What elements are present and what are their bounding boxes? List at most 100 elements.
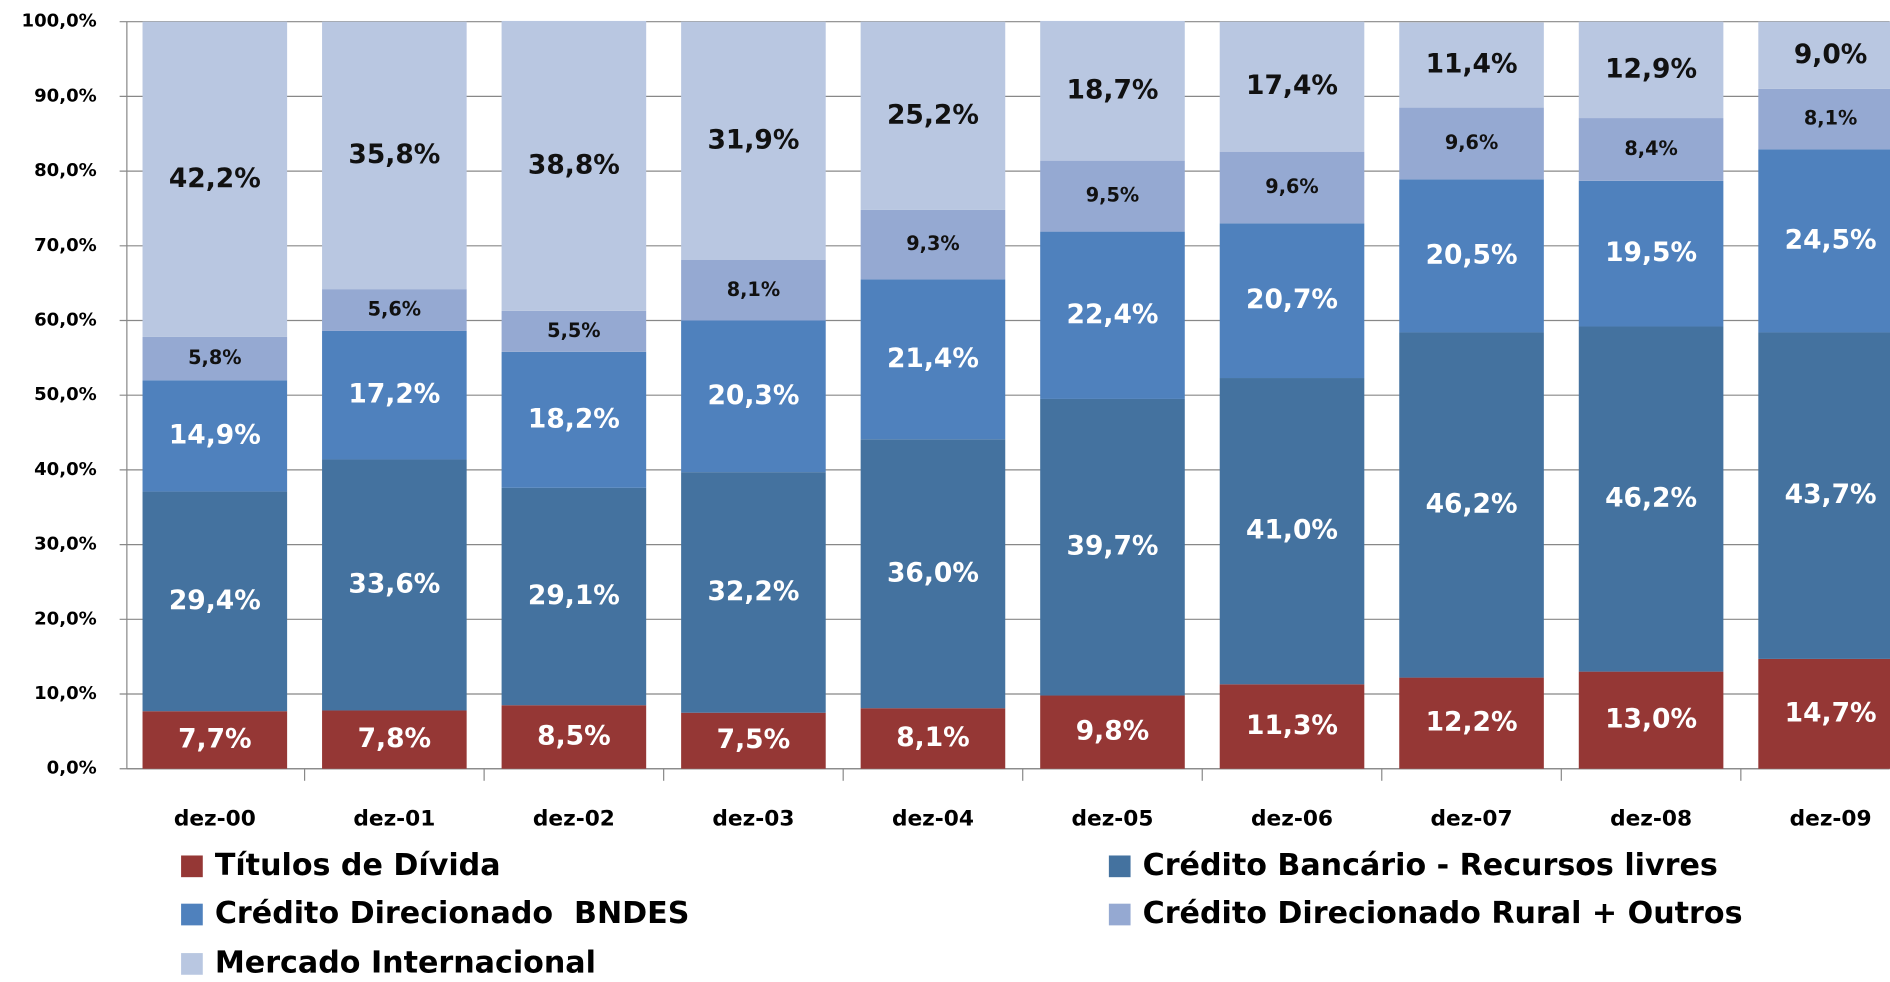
value-label: 14,9% xyxy=(169,419,261,450)
value-label: 17,2% xyxy=(348,379,440,410)
value-label: 13,0% xyxy=(1605,704,1697,735)
bar-segment xyxy=(501,351,647,488)
value-label: 11,3% xyxy=(1246,710,1338,741)
value-label: 8,1% xyxy=(1804,107,1857,130)
value-label: 9,5% xyxy=(1086,184,1139,207)
bar-segment xyxy=(142,336,288,381)
value-label: 8,1% xyxy=(727,278,780,301)
bar-segment xyxy=(1040,695,1185,769)
value-label: 20,3% xyxy=(707,380,799,411)
x-tick-label: dez-02 xyxy=(533,806,615,831)
bar-segment xyxy=(1219,223,1365,379)
bar-segment xyxy=(681,472,826,713)
bar-segment xyxy=(142,711,288,769)
value-label: 35,8% xyxy=(348,139,440,170)
y-tick-label: 0,0% xyxy=(47,758,97,779)
legend-label: Crédito Direcionado BNDES xyxy=(215,896,690,931)
bar-segment xyxy=(1040,231,1185,399)
bar-segment xyxy=(681,320,826,473)
value-label: 7,7% xyxy=(178,723,252,754)
bar-segment xyxy=(1040,160,1185,232)
value-label: 9,6% xyxy=(1265,175,1318,198)
x-tick-label: dez-09 xyxy=(1790,806,1872,831)
y-tick-label: 100,0% xyxy=(22,11,97,32)
bar-segment xyxy=(1040,398,1185,696)
y-tick-label: 10,0% xyxy=(34,683,97,704)
bar-segment xyxy=(1219,151,1365,224)
value-label: 38,8% xyxy=(528,149,620,180)
bar-segment xyxy=(1219,378,1365,685)
value-label: 39,7% xyxy=(1067,531,1159,562)
value-label: 9,3% xyxy=(906,232,959,255)
y-tick-label: 80,0% xyxy=(34,160,97,181)
bar-segment xyxy=(1578,671,1724,769)
bar-segment xyxy=(1578,180,1724,327)
value-label: 20,7% xyxy=(1246,284,1338,315)
x-tick-label: dez-07 xyxy=(1431,806,1513,831)
legend-label: Crédito Direcionado Rural + Outros xyxy=(1143,896,1743,931)
bar-segment xyxy=(501,487,647,706)
legend-swatch xyxy=(181,903,203,926)
bar-segment xyxy=(1399,332,1544,678)
y-tick-label: 90,0% xyxy=(34,85,97,106)
value-label: 12,9% xyxy=(1605,53,1697,84)
bar-segment xyxy=(860,209,1006,280)
y-tick-label: 60,0% xyxy=(34,310,97,331)
bar-segment xyxy=(1578,118,1724,181)
value-label: 29,4% xyxy=(169,585,261,616)
x-tick-label: dez-06 xyxy=(1251,806,1333,831)
value-label: 9,0% xyxy=(1794,39,1867,70)
bar-segment xyxy=(681,712,826,769)
value-label: 5,6% xyxy=(368,298,421,321)
bar-segment xyxy=(1399,179,1544,333)
value-label: 22,4% xyxy=(1067,299,1159,330)
legend-swatch xyxy=(181,953,203,975)
value-label: 18,7% xyxy=(1067,74,1159,105)
value-label: 41,0% xyxy=(1246,515,1338,546)
value-label: 29,1% xyxy=(528,580,620,611)
value-label: 7,8% xyxy=(358,723,432,754)
legend-swatch xyxy=(181,855,203,878)
legend-label: Mercado Internacional xyxy=(215,945,596,980)
bar-segment xyxy=(1399,677,1544,769)
y-tick-label: 50,0% xyxy=(34,384,97,405)
bar-segment xyxy=(860,708,1006,769)
value-label: 46,2% xyxy=(1426,489,1518,520)
bar-segment xyxy=(501,705,647,769)
value-label: 7,5% xyxy=(717,724,791,755)
value-label: 18,2% xyxy=(528,403,620,434)
legend-label: Títulos de Dívida xyxy=(215,848,501,883)
bar-segment xyxy=(860,21,1006,210)
bar-segment xyxy=(1578,21,1724,119)
bar-segment xyxy=(1399,107,1544,180)
bar-segment xyxy=(860,279,1006,440)
value-label: 8,1% xyxy=(896,722,970,753)
value-label: 8,5% xyxy=(537,720,611,751)
y-tick-label: 30,0% xyxy=(34,534,97,555)
value-label: 25,2% xyxy=(887,99,979,130)
value-label: 14,7% xyxy=(1785,697,1877,728)
bar-segment xyxy=(322,330,467,460)
bar-segment xyxy=(142,21,288,337)
legend-label: Crédito Bancário - Recursos livres xyxy=(1143,848,1718,883)
value-label: 31,9% xyxy=(707,124,799,155)
bar-segment xyxy=(322,710,467,769)
x-tick-label: dez-03 xyxy=(712,806,794,831)
bar-segment xyxy=(1219,684,1365,769)
x-tick-label: dez-01 xyxy=(353,806,435,831)
value-label: 9,6% xyxy=(1445,131,1498,154)
value-label: 42,2% xyxy=(169,163,261,194)
x-tick-label: dez-08 xyxy=(1610,806,1692,831)
value-label: 43,7% xyxy=(1785,479,1877,510)
bar-segment xyxy=(322,289,467,331)
bar-segment xyxy=(1758,21,1890,89)
bar-segment xyxy=(1219,21,1365,152)
y-tick-label: 20,0% xyxy=(34,608,97,629)
bar-segment xyxy=(1578,326,1724,672)
bar-segment xyxy=(142,380,288,492)
x-tick-label: dez-04 xyxy=(892,806,974,831)
value-label: 19,5% xyxy=(1605,237,1697,268)
value-label: 8,4% xyxy=(1624,137,1677,160)
value-label: 9,8% xyxy=(1076,716,1150,747)
bar-segment xyxy=(860,439,1006,709)
